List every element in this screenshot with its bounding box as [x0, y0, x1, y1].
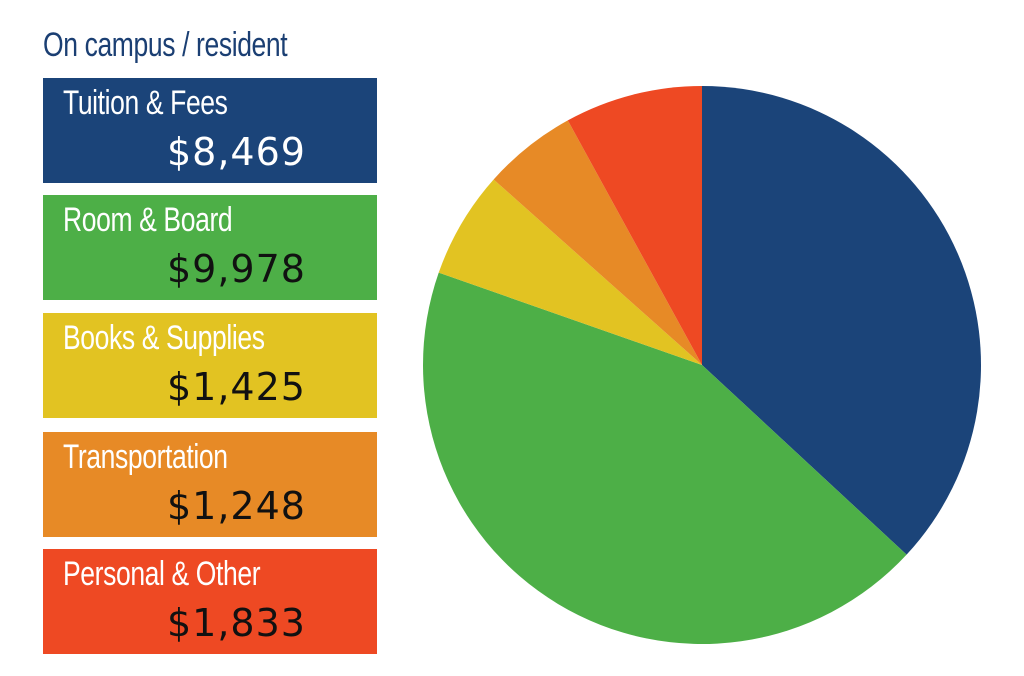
- pie-slice-personal-other: [567, 86, 702, 365]
- legend-value: $9,978: [167, 247, 306, 291]
- pie-slice-room-board: [423, 272, 907, 645]
- pie-slice-tuition-fees: [702, 86, 982, 555]
- pie-slice-transportation: [493, 120, 702, 365]
- legend-item: Personal & Other $1,833: [43, 549, 377, 654]
- legend-item: Transportation $1,248: [43, 432, 377, 537]
- legend-item: Books & Supplies $1,425: [43, 313, 377, 418]
- legend-value: $8,469: [167, 130, 306, 174]
- chart-title: On campus / resident: [43, 26, 288, 64]
- pie-slice-books-supplies: [438, 179, 702, 365]
- legend-label: Personal & Other: [63, 555, 261, 593]
- legend-label: Books & Supplies: [63, 319, 265, 357]
- legend-item: Room & Board $9,978: [43, 195, 377, 300]
- legend-value: $1,248: [167, 484, 306, 528]
- legend-value: $1,833: [167, 601, 306, 645]
- legend-label: Tuition & Fees: [63, 84, 228, 122]
- legend-value: $1,425: [167, 365, 306, 409]
- legend-label: Transportation: [63, 438, 228, 476]
- legend-label: Room & Board: [63, 201, 233, 239]
- legend-item: Tuition & Fees $8,469: [43, 78, 377, 183]
